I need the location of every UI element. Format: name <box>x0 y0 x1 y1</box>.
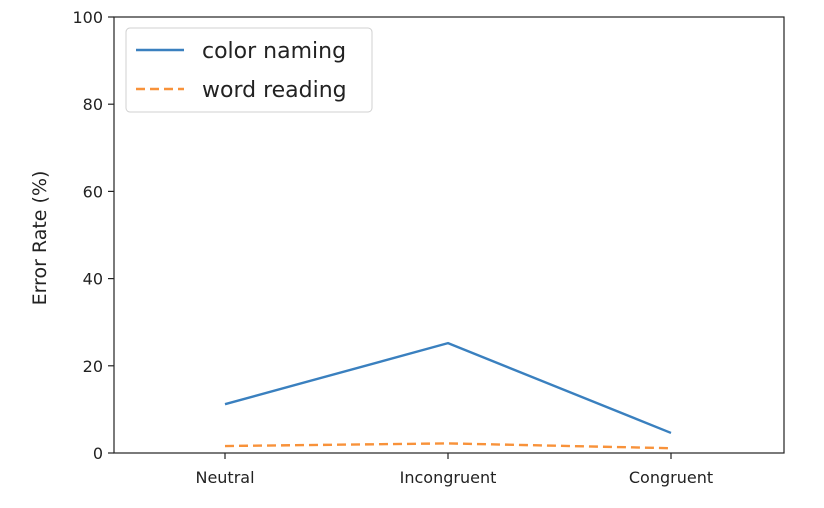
y-tick-label: 80 <box>83 95 103 114</box>
y-axis-title: Error Rate (%) <box>29 171 51 306</box>
x-axis-ticks: Neutral Incongruent Congruent <box>195 453 713 487</box>
y-tick-label: 60 <box>83 182 103 201</box>
y-tick-label: 100 <box>72 8 103 27</box>
y-tick-label: 40 <box>83 270 103 289</box>
series-line-word-reading <box>224 442 672 450</box>
y-tick-label: 0 <box>93 444 103 463</box>
legend-frame <box>125 27 373 113</box>
legend: color naming word reading <box>125 27 373 113</box>
x-tick-label: Incongruent <box>400 468 497 487</box>
y-axis-ticks: 0 20 40 60 80 100 <box>72 8 114 463</box>
series-layer <box>224 341 672 450</box>
x-tick-label: Neutral <box>195 468 254 487</box>
plot-area-frame <box>113 16 785 454</box>
legend-label-word-reading: word reading <box>202 78 347 103</box>
y-tick-label: 20 <box>83 357 103 376</box>
x-tick-label: Congruent <box>629 468 713 487</box>
legend-label-color-naming: color naming <box>202 39 346 64</box>
